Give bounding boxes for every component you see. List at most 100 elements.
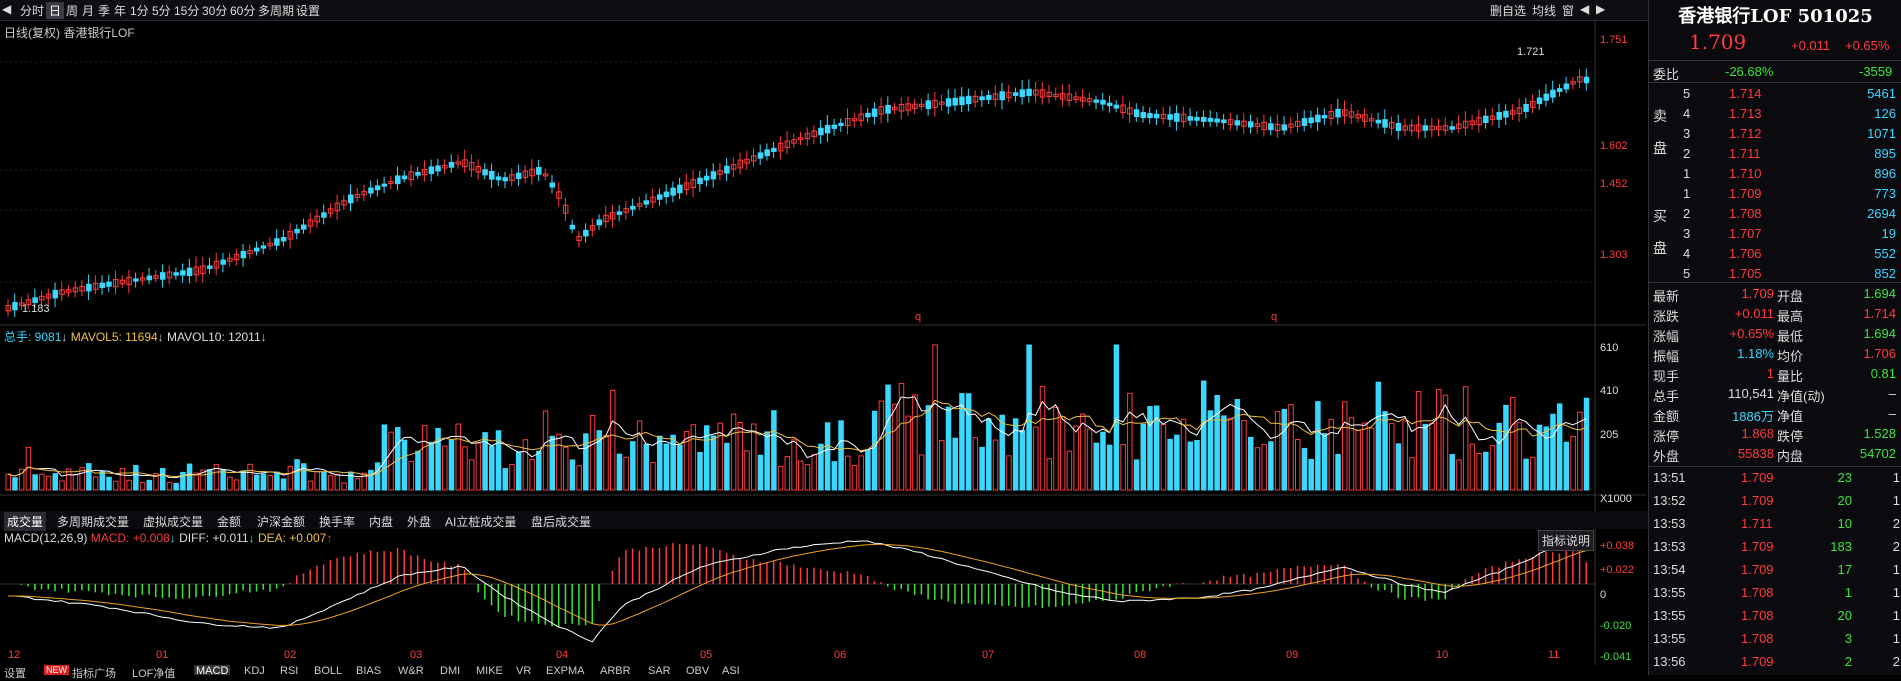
tab-outer[interactable]: 外盘 <box>407 515 432 529</box>
indicator-square-tab[interactable]: 指标广场 <box>72 668 116 680</box>
candle-body <box>737 159 744 169</box>
candle-body <box>918 103 925 108</box>
volume-bar <box>468 459 475 491</box>
tab-day[interactable]: 日 <box>46 2 65 19</box>
period-toolbar: ◀ 分时 日 周 月 季 年 1分 5分 15分 30分 60分 多周期 设置 … <box>0 0 1650 21</box>
candle-body <box>1140 112 1147 119</box>
new-badge: NEW <box>44 665 69 675</box>
weibi-diff: -3559 <box>1859 64 1893 79</box>
volume-bar <box>744 450 750 491</box>
tab-multi-volume[interactable]: 多周期成交量 <box>57 515 130 529</box>
tab-year[interactable]: 年 <box>114 4 127 18</box>
bias-tab[interactable]: BIAS <box>356 665 382 677</box>
stat-value: 1.709 <box>1741 286 1774 301</box>
volume-bar <box>86 463 92 491</box>
arbr-tab[interactable]: ARBR <box>600 665 631 677</box>
boll-tab[interactable]: BOLL <box>314 665 343 677</box>
ask-price: 1.711 <box>1729 146 1761 161</box>
stock-title: 香港银行LOF 501025 <box>1678 6 1873 27</box>
volume-bar <box>623 456 629 491</box>
tab-fenshi[interactable]: 分时 <box>20 4 45 18</box>
candle-body <box>455 161 461 165</box>
volume-legend: 总手: 9081↓ MAVOL5: 11694↓ MAVOL10: 12011↓ <box>4 330 267 344</box>
vr-tab[interactable]: VR <box>516 665 532 677</box>
ma-button[interactable]: 均线 <box>1532 4 1557 18</box>
bid-row: 1 1.709 773 <box>1649 184 1901 204</box>
kline-chart[interactable] <box>0 20 1646 665</box>
settings-tab[interactable]: 设置 <box>4 668 26 680</box>
candle-body <box>576 235 582 242</box>
stat-value: 1 <box>1766 366 1774 381</box>
tab-week[interactable]: 周 <box>66 4 79 18</box>
candle-body <box>1489 115 1496 120</box>
tab-quarter[interactable]: 季 <box>98 4 111 18</box>
month-label: 03 <box>410 649 423 661</box>
ask-price: 1.710 <box>1729 166 1762 181</box>
rsi-tab[interactable]: RSI <box>280 665 299 677</box>
stat-label: 均价 <box>1777 349 1804 364</box>
asi-tab[interactable]: ASI <box>722 665 740 677</box>
macd-tab[interactable]: MACD <box>194 665 231 677</box>
sar-tab[interactable]: SAR <box>648 665 671 677</box>
volume-bar <box>556 433 562 491</box>
ask-side-label: 卖 <box>1653 108 1667 124</box>
tab-ai-volume[interactable]: AI立桩成交量 <box>445 515 517 529</box>
volume-bar <box>354 478 361 491</box>
tab-30min[interactable]: 30分 <box>202 4 228 18</box>
month-label: 12 <box>8 649 21 661</box>
volume-bar <box>865 449 871 491</box>
volume-axis-label: 610 <box>1600 342 1619 354</box>
tab-after-hours[interactable]: 盘后成交量 <box>531 515 592 529</box>
volume-bar <box>428 441 435 491</box>
expma-tab[interactable]: EXPMA <box>546 665 585 677</box>
candle-body <box>18 302 25 306</box>
tab-15min[interactable]: 15分 <box>174 4 200 18</box>
tab-1min[interactable]: 1分 <box>130 4 149 18</box>
tab-virtual-volume[interactable]: 虚拟成交量 <box>143 515 204 529</box>
candle-body <box>1583 76 1590 84</box>
volume-bar <box>455 423 461 491</box>
volume-bar <box>724 442 730 491</box>
arrow-right-icon[interactable]: ▶ <box>1596 2 1606 16</box>
dmi-tab[interactable]: DMI <box>440 665 461 677</box>
stat-row: 最新 1.709 开盘 1.694 <box>1649 284 1901 304</box>
volume-bar <box>59 480 65 491</box>
candle-body <box>1167 114 1173 120</box>
volume-bar <box>18 468 25 491</box>
tab-inner[interactable]: 内盘 <box>369 515 394 529</box>
kdj-tab[interactable]: KDJ <box>244 665 265 677</box>
price-axis-label: 1.602 <box>1600 140 1628 152</box>
ask-volume: 5461 <box>1867 86 1896 101</box>
tab-month[interactable]: 月 <box>82 4 95 18</box>
window-button[interactable]: 窗 <box>1562 4 1575 18</box>
tab-amount[interactable]: 金额 <box>217 515 242 529</box>
tab-volume[interactable]: 成交量 <box>4 512 47 531</box>
lof-nav-tab[interactable]: LOF净值 <box>132 668 176 680</box>
tab-multi-period[interactable]: 多周期 <box>258 4 295 18</box>
stat-value: 1.694 <box>1863 326 1896 341</box>
volume-bar <box>119 467 126 491</box>
tab-turnover[interactable]: 换手率 <box>319 515 356 529</box>
tick-time: 13:53 <box>1653 539 1686 554</box>
candle-body <box>1073 96 1079 101</box>
candle-body <box>952 97 958 106</box>
volume-bar <box>368 469 374 491</box>
mike-tab[interactable]: MIKE <box>476 665 503 677</box>
tab-hs-amount[interactable]: 沪深金额 <box>257 515 306 529</box>
candle-body <box>1342 109 1348 116</box>
month-label: 07 <box>982 649 995 661</box>
tab-5min[interactable]: 5分 <box>152 4 171 18</box>
wr-tab[interactable]: W&R <box>398 665 424 677</box>
volume-bar <box>663 443 670 491</box>
candle-body <box>562 204 569 214</box>
bid-level: 2 <box>1683 206 1691 221</box>
candle-body <box>1556 88 1563 92</box>
toolbar-arrow-icon[interactable]: ◀ <box>2 2 12 16</box>
tab-60min[interactable]: 60分 <box>230 4 256 18</box>
arrow-left-icon[interactable]: ◀ <box>1580 2 1590 16</box>
volume-bar <box>99 470 106 491</box>
indicator-help-button[interactable]: 指标说明 <box>1538 530 1595 551</box>
tab-settings[interactable]: 设置 <box>296 4 321 18</box>
remove-watchlist-button[interactable]: 删自选 <box>1490 4 1527 18</box>
obv-tab[interactable]: OBV <box>686 665 710 677</box>
